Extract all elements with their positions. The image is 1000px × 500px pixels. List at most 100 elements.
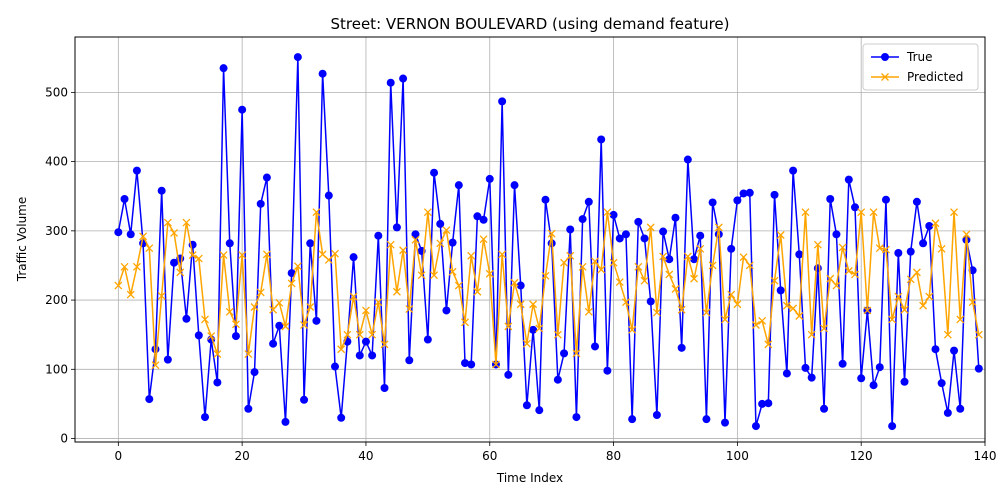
- data-point-predicted: [943, 330, 952, 339]
- data-point-true: [919, 239, 928, 248]
- data-point-predicted: [491, 360, 500, 369]
- data-point-true: [912, 197, 921, 206]
- data-point-predicted: [937, 244, 946, 253]
- y-tick-label: 0: [60, 432, 68, 446]
- data-point-true: [851, 203, 859, 212]
- data-point-true: [392, 223, 401, 232]
- data-point-true: [813, 264, 822, 273]
- data-point-predicted: [219, 251, 228, 260]
- data-point-true: [423, 335, 432, 344]
- data-point-true: [430, 168, 439, 177]
- data-point-true: [733, 196, 742, 205]
- data-point-true: [324, 191, 333, 200]
- data-point-predicted: [430, 271, 439, 280]
- data-point-true: [764, 399, 773, 408]
- data-point-predicted: [182, 218, 191, 227]
- data-point-predicted: [201, 315, 209, 324]
- series-line-true: [117, 56, 980, 427]
- data-point-predicted: [807, 330, 816, 339]
- data-point-predicted: [733, 300, 742, 309]
- data-point-true: [213, 378, 222, 387]
- data-point-true: [894, 249, 903, 257]
- data-point-true: [838, 359, 847, 368]
- data-point-predicted: [194, 254, 203, 263]
- data-point-true: [250, 368, 259, 377]
- data-point-true: [145, 395, 154, 404]
- data-point-true: [331, 362, 339, 371]
- data-point-predicted: [485, 269, 494, 278]
- data-point-true: [553, 375, 562, 384]
- data-point-true: [844, 175, 853, 184]
- data-point-true: [820, 404, 829, 413]
- legend-label-predicted: Predicted: [907, 70, 963, 84]
- data-point-predicted: [423, 208, 432, 217]
- data-point-true: [293, 53, 302, 62]
- x-tick-label: 140: [974, 449, 997, 463]
- data-point-predicted: [591, 257, 599, 266]
- data-point-predicted: [739, 253, 748, 262]
- data-point-predicted: [331, 249, 339, 258]
- data-point-predicted: [269, 305, 278, 314]
- data-point-predicted: [516, 300, 525, 309]
- data-point-predicted: [931, 219, 940, 228]
- data-point-true: [875, 363, 884, 372]
- data-point-predicted: [442, 226, 451, 235]
- data-point-true: [126, 230, 135, 239]
- legend-label-true: True: [906, 50, 933, 64]
- data-point-predicted: [894, 292, 903, 301]
- data-point-predicted: [584, 307, 593, 316]
- data-point-predicted: [312, 208, 321, 217]
- data-point-predicted: [708, 261, 717, 270]
- data-point-true: [931, 345, 940, 354]
- data-point-true: [776, 286, 785, 295]
- data-point-predicted: [832, 281, 841, 290]
- data-point-predicted: [417, 271, 426, 280]
- data-point-true: [498, 97, 507, 106]
- data-point-predicted: [126, 290, 135, 299]
- data-point-predicted: [813, 240, 822, 249]
- data-point-true: [659, 227, 668, 236]
- data-point-predicted: [547, 229, 556, 238]
- data-point-predicted: [950, 208, 959, 217]
- data-point-predicted: [597, 265, 606, 274]
- data-point-true: [597, 135, 606, 144]
- data-point-predicted: [671, 285, 680, 293]
- data-point-true: [665, 255, 674, 264]
- data-point-true: [683, 155, 692, 164]
- data-point-true: [287, 269, 296, 278]
- x-tick-label: 100: [726, 449, 749, 463]
- data-point-predicted: [875, 244, 884, 253]
- data-point-true: [535, 406, 544, 415]
- data-point-true: [801, 363, 810, 372]
- data-point-predicted: [696, 244, 705, 253]
- data-point-true: [516, 281, 525, 290]
- data-point-predicted: [529, 300, 538, 309]
- data-point-predicted: [553, 330, 562, 339]
- data-point-predicted: [405, 305, 414, 314]
- data-point-predicted: [900, 305, 909, 314]
- data-point-predicted: [275, 298, 284, 307]
- data-point-true: [170, 258, 179, 267]
- data-point-true: [448, 238, 457, 247]
- data-point-true: [621, 230, 630, 239]
- data-point-predicted: [646, 223, 655, 232]
- data-point-true: [306, 239, 315, 248]
- data-point-true: [361, 337, 370, 346]
- data-point-predicted: [238, 251, 247, 260]
- x-axis-label: Time Index: [496, 471, 563, 485]
- x-tick-label: 60: [482, 449, 497, 463]
- data-point-true: [956, 404, 965, 413]
- data-point-true: [782, 369, 791, 378]
- data-point-true: [467, 360, 476, 369]
- data-point-predicted: [157, 291, 166, 300]
- data-point-true: [194, 331, 203, 340]
- legend-marker-true: [881, 53, 889, 61]
- data-point-true: [411, 230, 420, 239]
- data-point-true: [906, 247, 915, 256]
- data-point-predicted: [522, 339, 531, 348]
- data-point-predicted: [634, 262, 643, 271]
- data-point-true: [943, 408, 952, 417]
